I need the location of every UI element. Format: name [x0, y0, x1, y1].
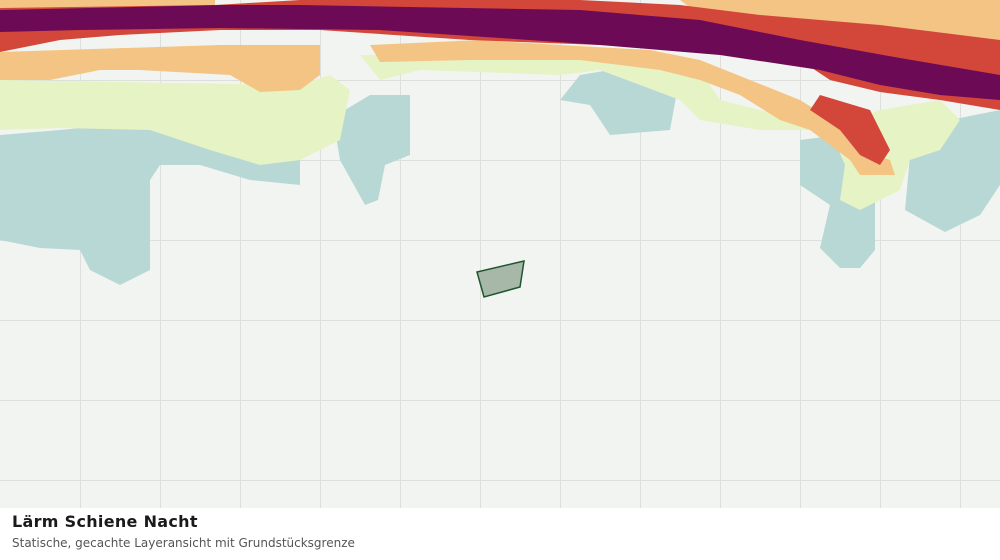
map-title: Lärm Schiene Nacht [12, 512, 198, 531]
parcel-boundary [476, 260, 525, 298]
map [0, 0, 1000, 508]
map-subtitle: Statische, gecachte Layeransicht mit Gru… [12, 536, 355, 550]
caption: Lärm Schiene Nacht Statische, gecachte L… [12, 512, 355, 550]
noise-zone-very-high [0, 5, 1000, 100]
